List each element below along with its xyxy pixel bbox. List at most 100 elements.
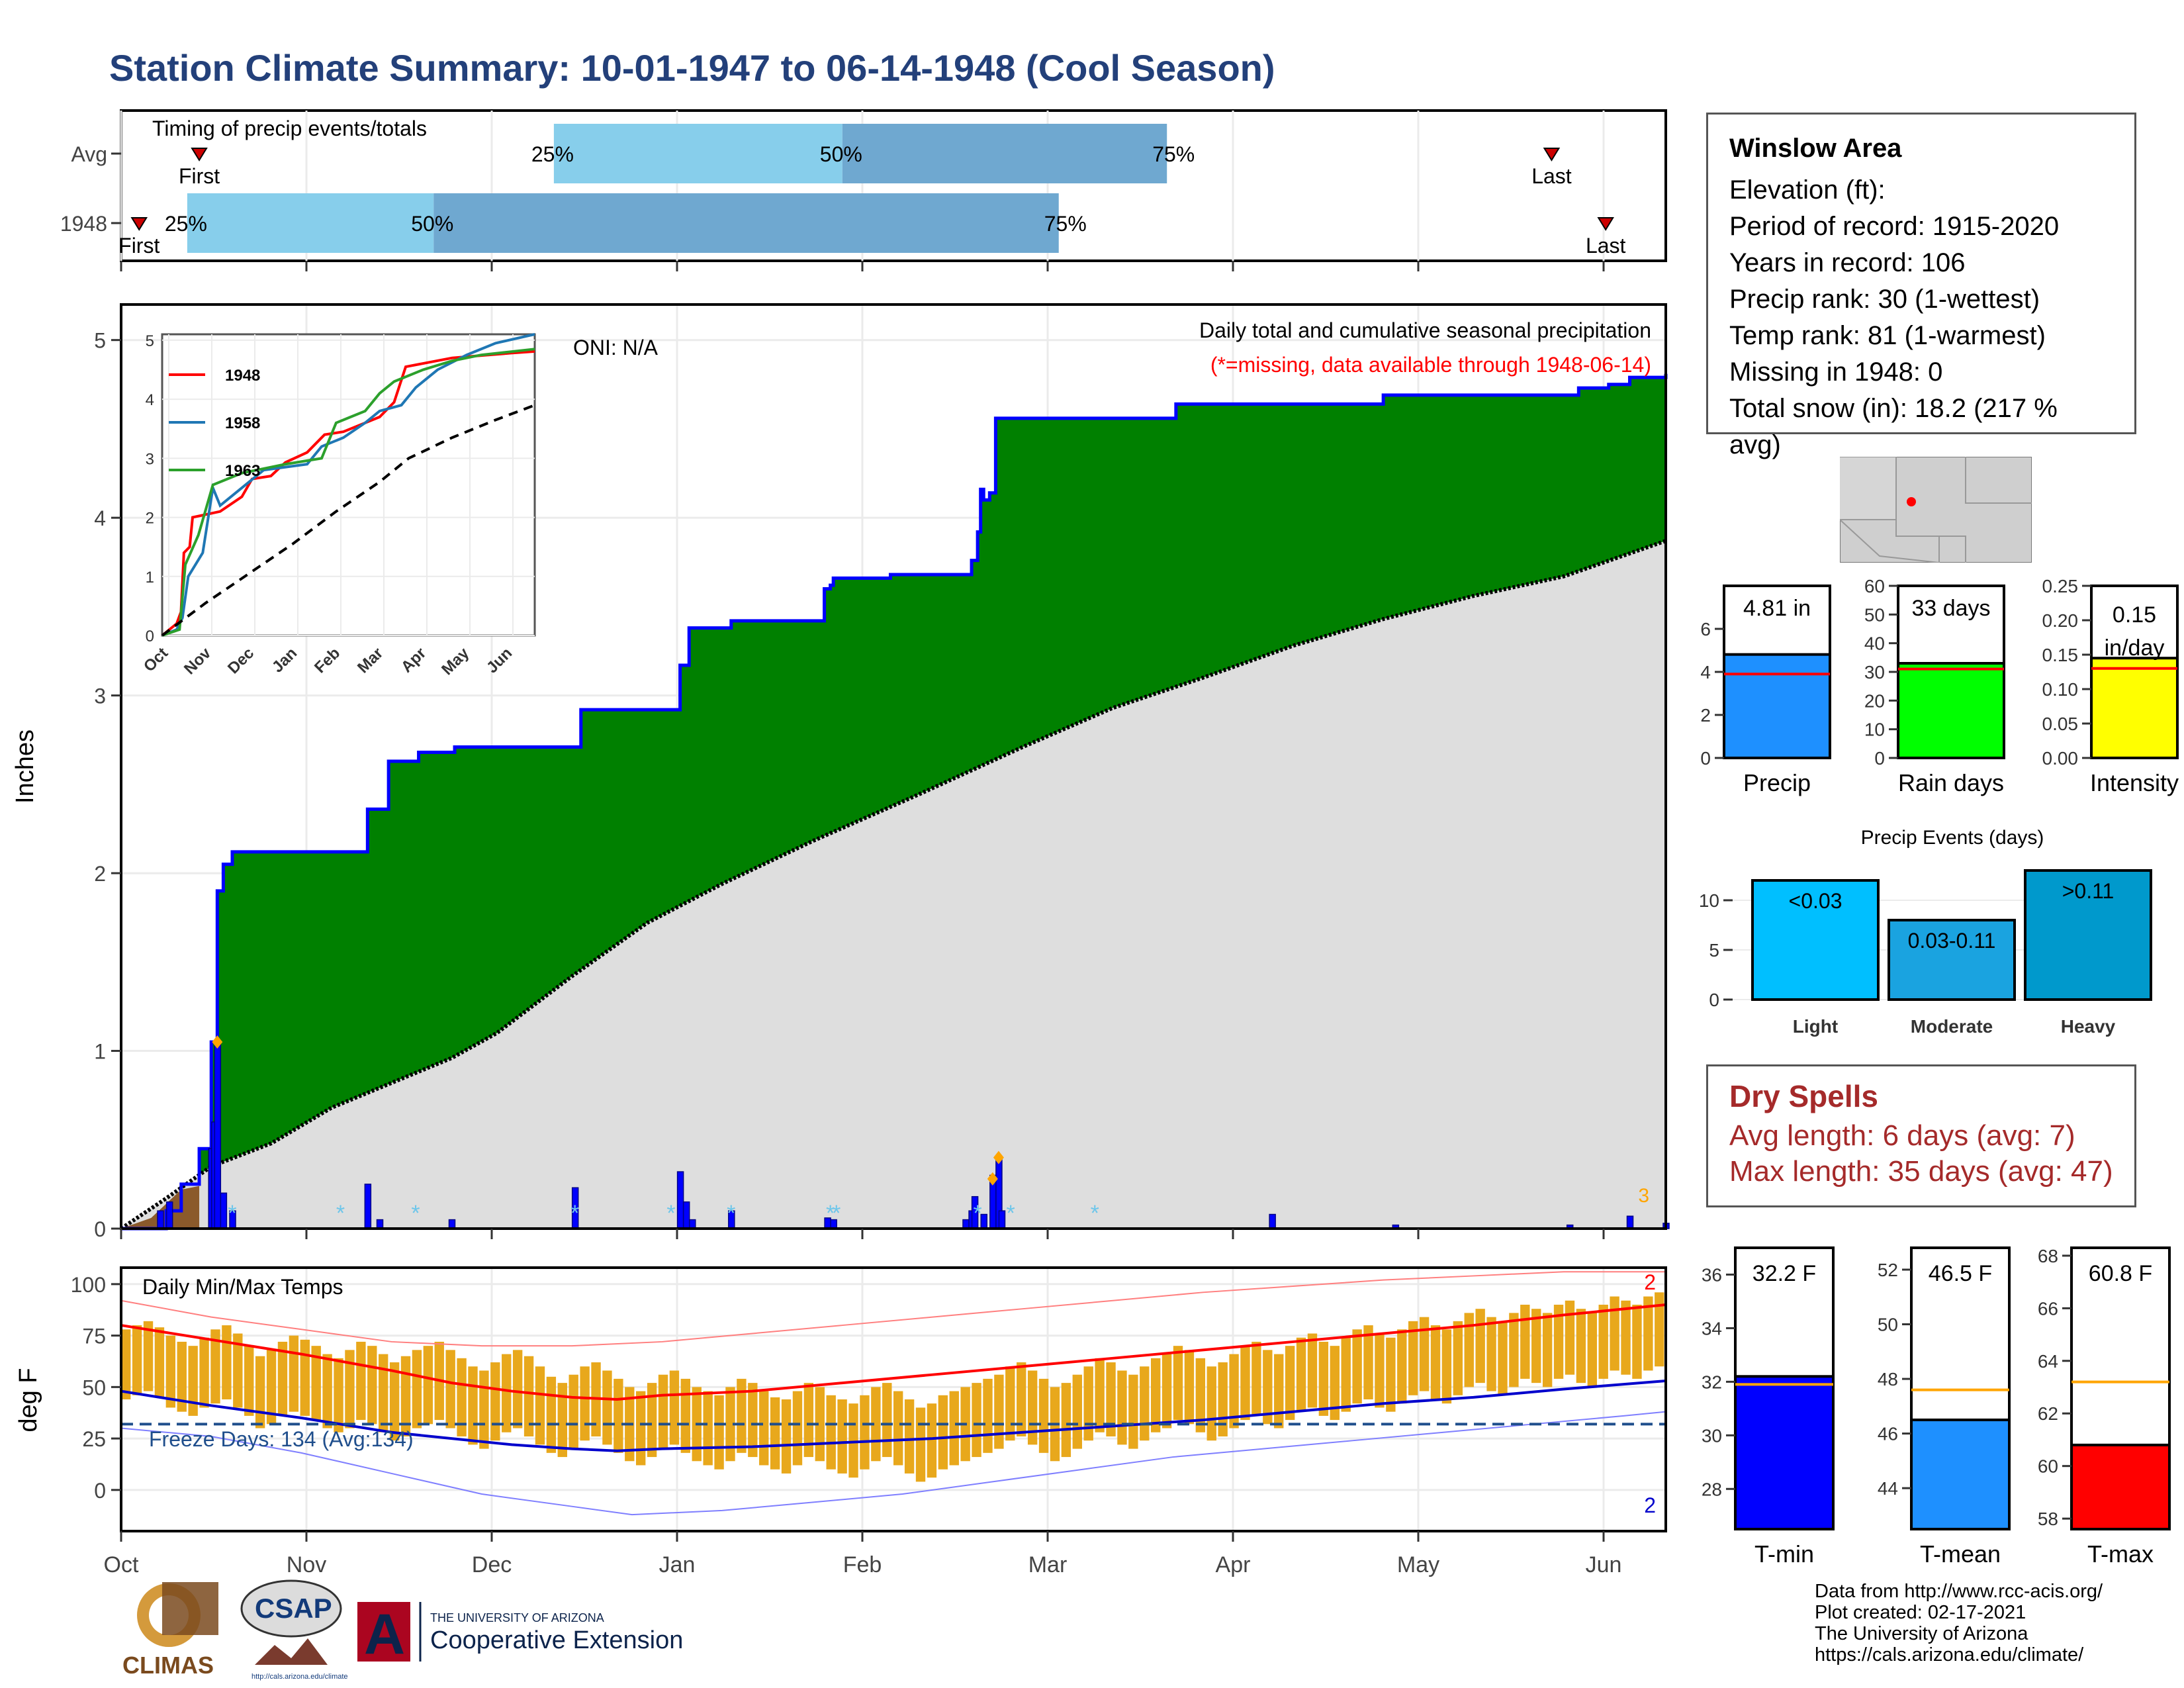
precip-y-tick-label: 2	[94, 862, 106, 886]
precip_total-y-tick-label: 4	[1700, 662, 1711, 682]
precip-events-bar	[2024, 869, 2152, 1001]
snow-marker: *	[1091, 1201, 1099, 1226]
intensity-bar	[2090, 657, 2179, 760]
daily-temp-bar	[1643, 1296, 1653, 1371]
precip_total-x-label: Precip	[1743, 769, 1811, 796]
tmean-value: 46.5 F	[1929, 1261, 1992, 1286]
page-title: Station Climate Summary: 10-01-1947 to 0…	[109, 47, 1275, 89]
precip-y-tick-label: 4	[94, 506, 106, 530]
daily-temp-bar	[602, 1370, 612, 1445]
average-min-line	[120, 1380, 1666, 1452]
daily-temp-bar	[1307, 1333, 1318, 1408]
credit-date: Plot created: 02-17-2021	[1815, 1602, 2026, 1623]
daily-temp-bar	[121, 1329, 131, 1399]
temp-y-axis-label: deg F	[15, 1368, 42, 1432]
precip-events-bar	[1888, 919, 2016, 1001]
temp-x-tick-label: Dec	[472, 1552, 512, 1577]
daily-temp-bar	[860, 1395, 870, 1470]
daily-temp-bar	[1386, 1337, 1396, 1412]
daily-temp-bar	[994, 1374, 1004, 1449]
daily-temp-bar	[938, 1395, 948, 1470]
daily-temp-bar	[389, 1362, 400, 1441]
daily-temp-bar	[300, 1339, 310, 1416]
daily-temp-bar	[826, 1395, 836, 1470]
intensity-y-tick-label: 0.15	[2042, 645, 2079, 665]
daily-temp-bar	[1352, 1329, 1362, 1404]
csap-logo-text: CSAP	[255, 1593, 332, 1624]
daily-temp-bar	[770, 1397, 780, 1470]
daily-temp-bar	[725, 1387, 735, 1462]
daily-temp-bar	[1610, 1296, 1619, 1371]
daily-temp-bar	[1464, 1313, 1474, 1387]
daily-temp-bar	[266, 1350, 277, 1425]
tmax-value: 60.8 F	[2089, 1261, 2152, 1286]
daily-temp-bar	[1318, 1341, 1329, 1416]
tmin-x-label: T-min	[1754, 1540, 1814, 1568]
rain-days-value: 33 days	[1911, 596, 1990, 621]
daily-temp-bar	[1195, 1358, 1206, 1432]
ua-logo-line2: Cooperative Extension	[430, 1626, 683, 1654]
ua-logo: A THE UNIVERSITY OF ARIZONA Cooperative …	[357, 1602, 683, 1666]
snow-marker: *	[826, 1201, 835, 1226]
daily-temp-bar	[512, 1350, 523, 1429]
daily-temp-bar	[1408, 1321, 1418, 1395]
timing-title: Timing of precip events/totals	[152, 117, 427, 140]
daily-temp-bar	[871, 1387, 881, 1462]
daily-temp-bar	[210, 1329, 220, 1404]
timing-bar-q25-q50	[187, 193, 434, 253]
daily-temp-bar	[1576, 1309, 1586, 1383]
snow-marker: *	[411, 1201, 420, 1226]
daily-temp-bar	[1240, 1346, 1250, 1421]
tmin-y-tick-label: 28	[1702, 1479, 1722, 1499]
rain_days-y-tick-label: 40	[1864, 633, 1885, 654]
tmax-y-tick-label: 58	[2038, 1509, 2058, 1529]
daily-temp-bar	[1005, 1366, 1015, 1441]
tmin-y-tick-label: 32	[1702, 1372, 1722, 1392]
daily-temp-bar	[479, 1370, 489, 1449]
daily-temp-bar	[1621, 1300, 1631, 1375]
daily-temp-bar	[423, 1346, 433, 1425]
daily-temp-bar	[893, 1391, 903, 1466]
daily-temp-bar	[1017, 1362, 1026, 1436]
precip-events-y-tick-label: 0	[1709, 990, 1719, 1010]
temp-x-tick-label: Mar	[1028, 1552, 1068, 1577]
precip_total-y-tick-label: 6	[1700, 619, 1711, 639]
timing-last-marker	[1597, 217, 1614, 231]
cumulative-1948-line	[121, 373, 1668, 1231]
station-period: Period of record: 1915-2020	[1729, 212, 2060, 241]
daily-temp-bar	[1587, 1313, 1597, 1387]
snow-marker: *	[832, 1201, 841, 1226]
temp-y-tick-label: 25	[82, 1427, 106, 1451]
daily-temp-bar	[737, 1378, 747, 1453]
credits: Data from http://www.rcc-acis.org/ Plot …	[1815, 1581, 2103, 1665]
ua-logo-letter: A	[364, 1603, 405, 1666]
precip-events-bar-label: <0.03	[1789, 889, 1843, 913]
dry-spells-title: Dry Spells	[1729, 1079, 1878, 1113]
daily-temp-bar	[1430, 1325, 1441, 1399]
daily-temp-bar	[1184, 1350, 1195, 1425]
daily-temp-bar	[1453, 1321, 1463, 1395]
precip-y-axis-label: Inches	[11, 729, 39, 804]
station-years: Years in record: 106	[1729, 248, 1966, 277]
precip-chart-subtitle: (*=missing, data available through 1948-…	[1210, 353, 1651, 377]
precip-corner-label: 3	[1638, 1185, 1649, 1207]
temp-x-tick-label: Feb	[843, 1552, 882, 1577]
inset-y-tick-label: 1	[146, 569, 154, 586]
tmean-x-label: T-mean	[1920, 1540, 2001, 1568]
ua-logo-line1: THE UNIVERSITY OF ARIZONA	[430, 1611, 604, 1624]
snow-marker: *	[727, 1201, 735, 1226]
timing-first-marker	[191, 148, 208, 162]
temp-frame	[120, 1266, 1667, 1532]
daily-temp-bar	[557, 1383, 567, 1458]
daily-temp-bar	[1520, 1304, 1530, 1379]
daily-temp-bar	[1038, 1378, 1049, 1453]
tmax-y-tick-label: 62	[2038, 1403, 2058, 1424]
temp-y-tick-label: 75	[82, 1325, 106, 1348]
station-name: Winslow Area	[1729, 134, 1902, 163]
inset-y-tick-label: 4	[146, 391, 154, 409]
temp-x-tick-label: Jun	[1586, 1552, 1622, 1577]
daily-temp-bar	[1498, 1321, 1508, 1395]
daily-temp-bar	[927, 1403, 937, 1478]
daily-temp-bar	[445, 1350, 455, 1429]
